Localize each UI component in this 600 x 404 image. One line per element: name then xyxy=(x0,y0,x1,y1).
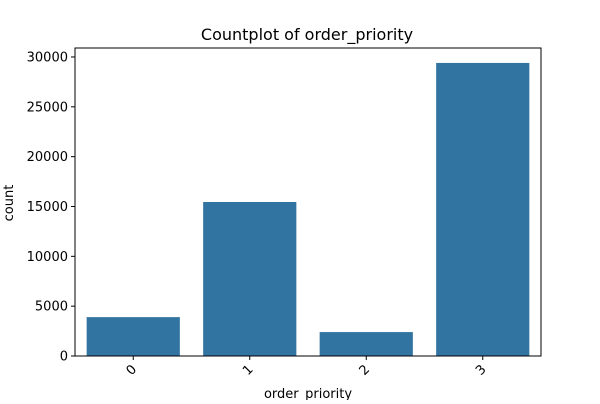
y-tick-label: 5000 xyxy=(35,300,68,315)
y-axis-label: count xyxy=(2,185,17,222)
x-axis-label: order_priority xyxy=(264,387,352,400)
x-tick-label: 3 xyxy=(473,362,489,378)
x-tick-label: 0 xyxy=(124,362,140,378)
bar-0 xyxy=(86,317,180,356)
bar-1 xyxy=(203,202,297,356)
y-axis: 0 5000 10000 15000 20000 25000 30000 xyxy=(27,50,75,365)
y-tick-label: 10000 xyxy=(27,250,68,265)
x-tick-label: 2 xyxy=(357,362,373,378)
y-tick-label: 25000 xyxy=(27,100,68,115)
chart-title: Countplot of order_priority xyxy=(201,25,413,45)
y-tick-label: 0 xyxy=(60,350,68,365)
x-axis: 0 1 2 3 xyxy=(124,356,490,379)
bars-layer xyxy=(86,62,530,357)
y-tick-label: 15000 xyxy=(27,200,68,215)
bar-2 xyxy=(319,332,413,356)
y-tick-label: 30000 xyxy=(27,50,68,65)
x-tick-label: 1 xyxy=(240,362,256,378)
y-tick-label: 20000 xyxy=(27,150,68,165)
plot-frame xyxy=(74,47,542,357)
bar-3 xyxy=(436,62,530,357)
